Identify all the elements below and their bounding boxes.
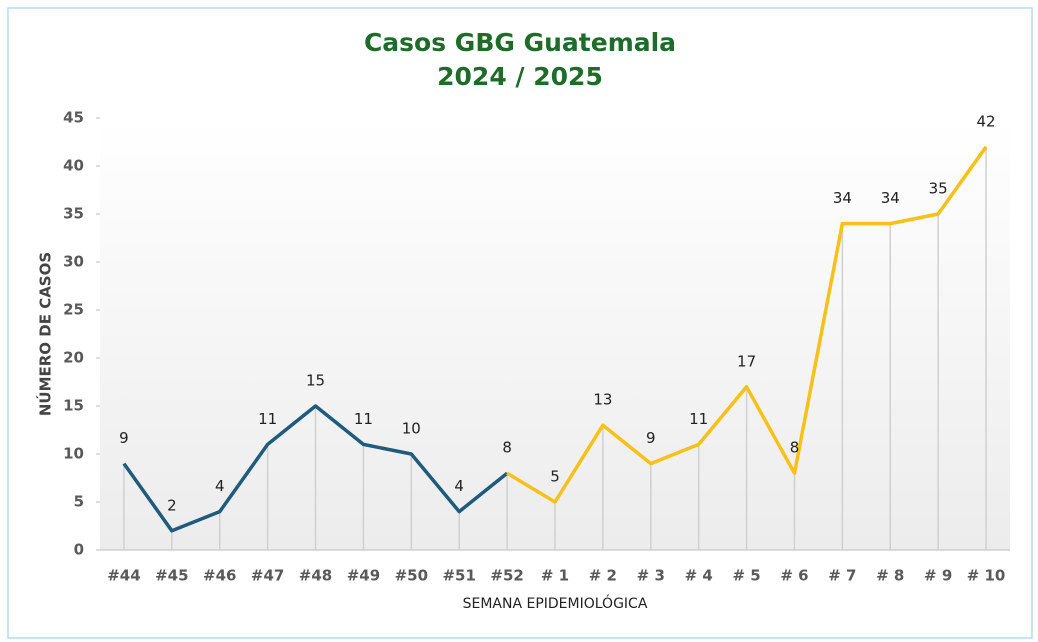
y-tick-label: 30 [63,253,84,271]
data-label: 11 [258,410,277,428]
data-label: 11 [354,410,373,428]
x-tick-label: # 2 [589,567,617,585]
chart-subtitle: 2024 / 2025 [437,62,603,91]
x-tick-label: #49 [347,567,380,585]
data-label: 11 [689,410,708,428]
y-tick-label: 35 [63,205,84,223]
plot-area [100,118,1010,550]
data-label: 15 [306,372,325,390]
data-label: 42 [977,112,996,130]
data-label: 9 [119,429,129,447]
x-tick-label: # 6 [780,567,808,585]
data-label: 8 [502,439,512,457]
x-tick-label: #44 [107,567,140,585]
data-label: 34 [833,189,852,207]
x-tick-label: # 5 [732,567,760,585]
y-tick-label: 25 [63,301,84,319]
data-label: 9 [646,429,656,447]
series-line [122,404,509,533]
data-label: 5 [550,468,560,486]
data-label: 10 [402,420,421,438]
x-tick-label: # 9 [924,567,952,585]
x-tick-label: # 1 [541,567,569,585]
x-tick-label: # 7 [828,567,856,585]
y-axis-label: NÚMERO DE CASOS [36,252,55,416]
series-line [506,145,988,504]
y-tick-label: 45 [63,109,84,127]
x-tick-label: #46 [203,567,236,585]
y-tick-label: 0 [74,541,84,559]
y-tick-label: 10 [63,445,84,463]
data-label: 2 [167,496,177,514]
x-tick-label: #50 [395,567,428,585]
chart-title: Casos GBG Guatemala [364,28,676,57]
data-label: 4 [454,477,464,495]
x-tick-label: #51 [442,567,475,585]
data-label: 34 [881,189,900,207]
x-tick-label: #48 [299,567,332,585]
x-tick-label: #45 [155,567,188,585]
x-tick-label: #52 [490,567,523,585]
x-tick-label: # 4 [685,567,713,585]
data-label: 35 [929,180,948,198]
x-tick-label: #47 [251,567,284,585]
x-tick-label: # 10 [967,567,1006,585]
x-tick-label: # 8 [876,567,904,585]
y-tick-label: 20 [63,349,84,367]
y-tick-label: 5 [74,493,84,511]
data-label: 13 [593,391,612,409]
y-tick-label: 15 [63,397,84,415]
y-tick-label: 40 [63,157,84,175]
x-tick-label: # 3 [637,567,665,585]
data-label: 17 [737,352,756,370]
data-label: 4 [215,477,225,495]
x-axis-label: SEMANA EPIDEMIOLÓGICA [463,594,648,612]
data-label: 8 [790,439,800,457]
